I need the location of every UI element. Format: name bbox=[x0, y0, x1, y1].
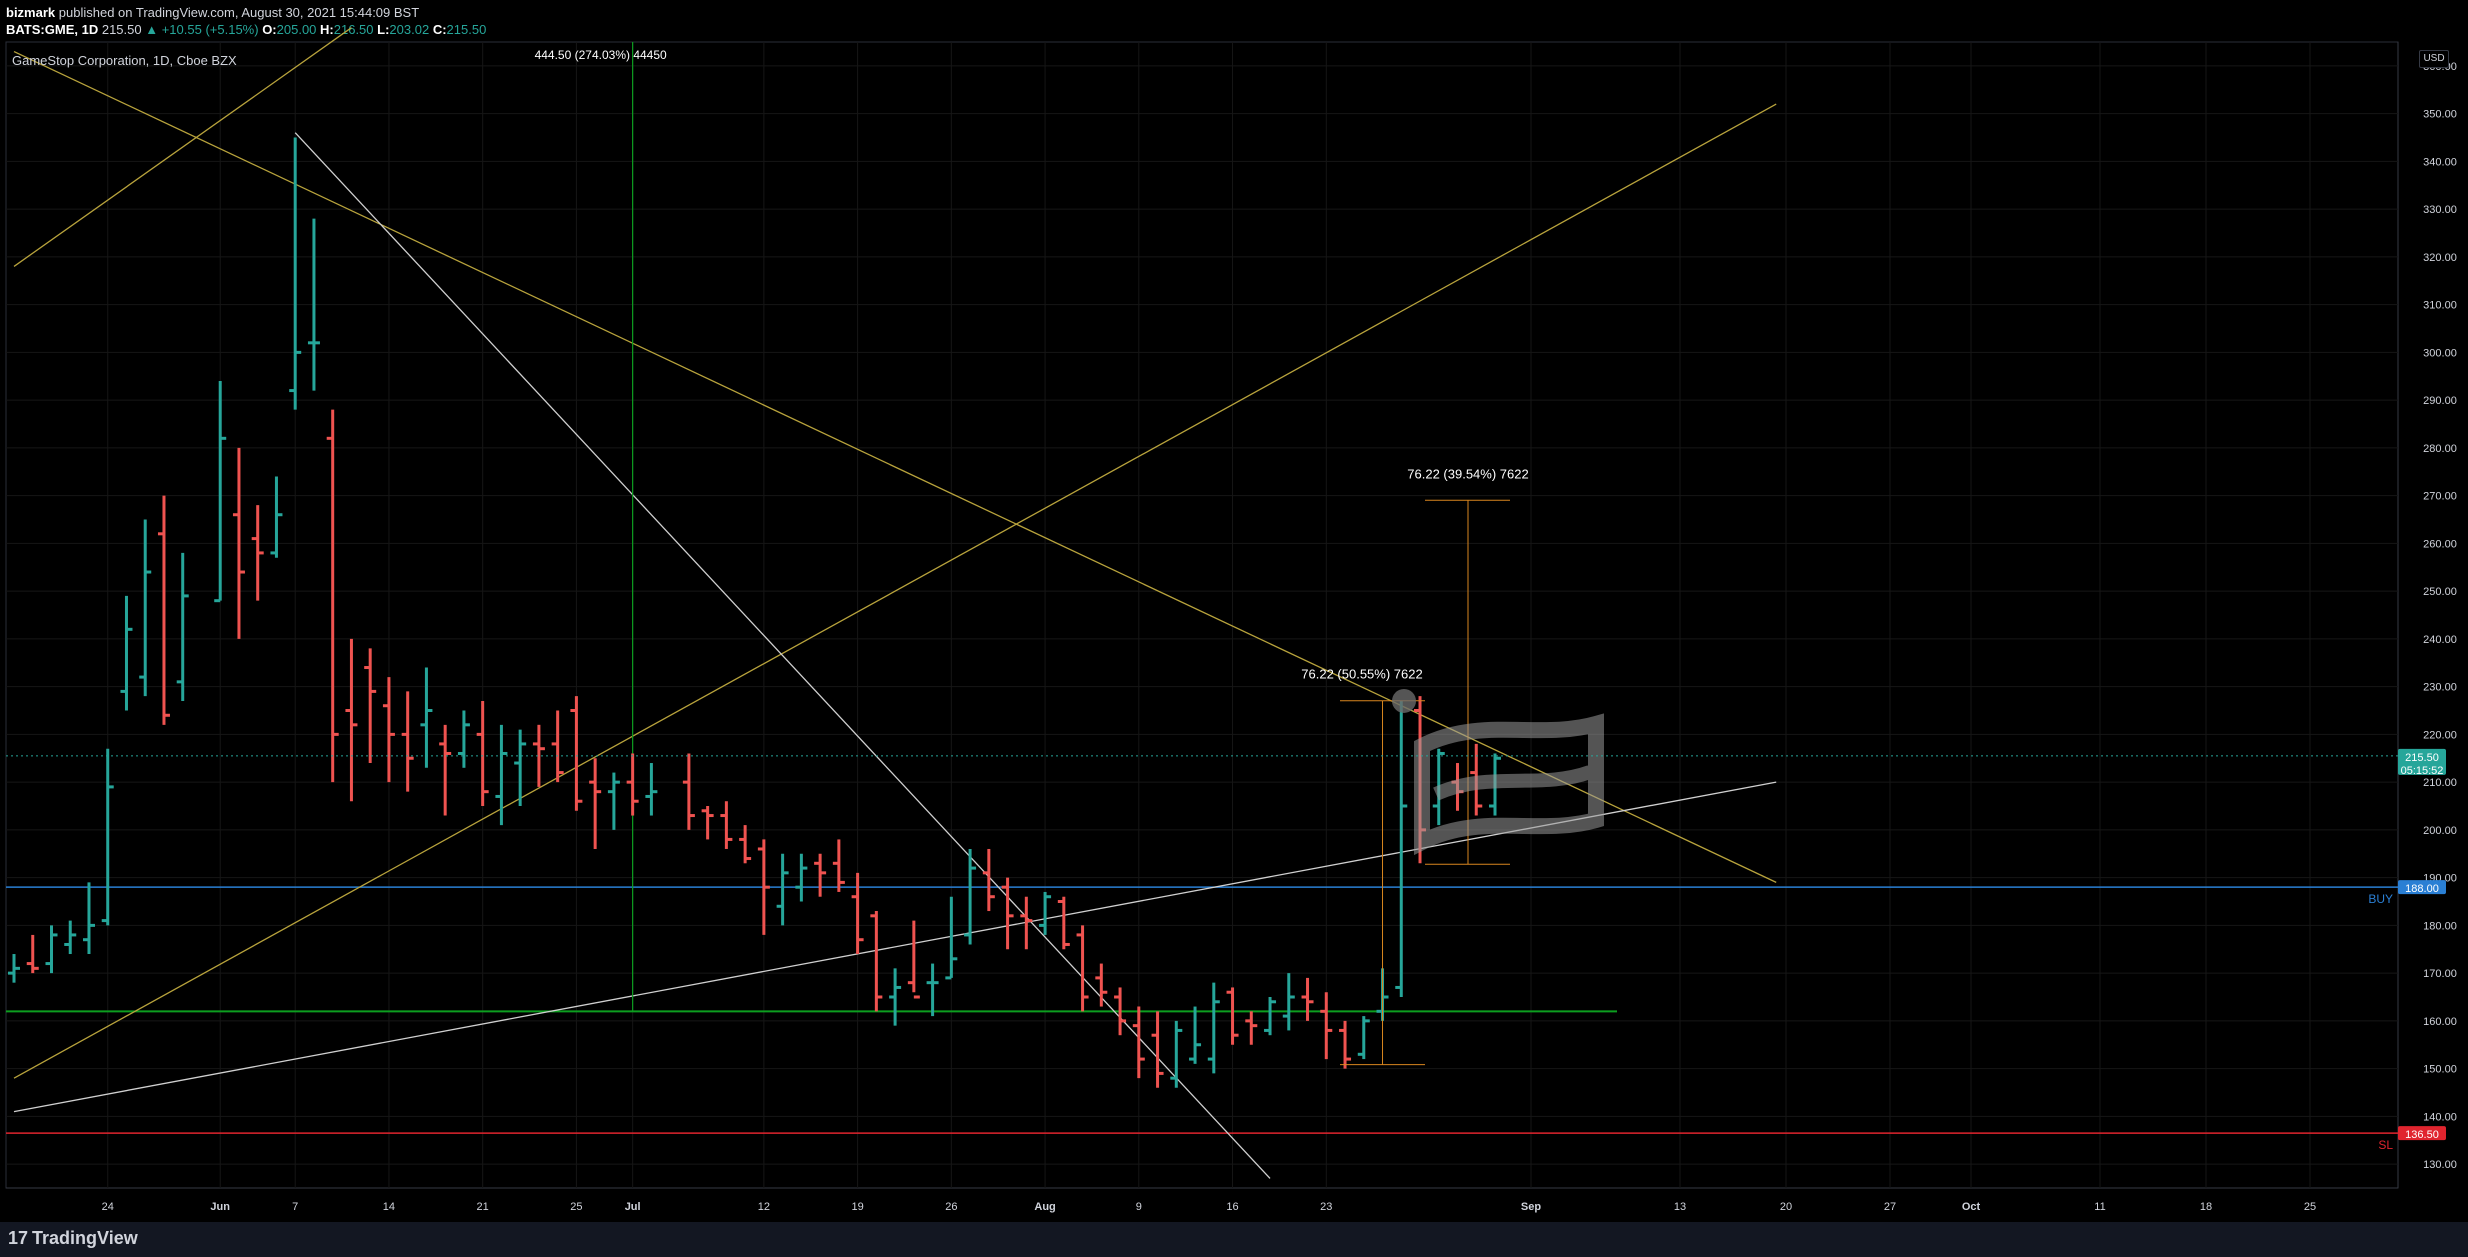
last-price: 215.50 bbox=[101, 22, 142, 37]
price-tick: 170.00 bbox=[2423, 968, 2457, 980]
change: ▲ +10.55 (+5.15%) bbox=[145, 22, 259, 37]
price-tick: 210.00 bbox=[2423, 777, 2457, 789]
time-tick: 12 bbox=[758, 1201, 770, 1213]
time-tick: 11 bbox=[2094, 1201, 2105, 1213]
trend-line[interactable] bbox=[13, 781, 1777, 1113]
measure1-label: 76.22 (50.55%) 7622 bbox=[1301, 667, 1422, 682]
sl-price-tag-bg[interactable] bbox=[2398, 1126, 2446, 1141]
vertical-measure-label: 444.50 (274.03%) 44450 bbox=[535, 48, 667, 62]
trend-line[interactable] bbox=[13, 50, 1777, 883]
high-label: H: bbox=[320, 22, 334, 37]
price-tick: 270.00 bbox=[2423, 491, 2457, 503]
time-tick: 16 bbox=[1226, 1201, 1238, 1213]
price-tick: 200.00 bbox=[2423, 825, 2457, 837]
author[interactable]: bizmark bbox=[6, 5, 56, 20]
time-tick: 14 bbox=[383, 1201, 395, 1213]
time-tick: Sep bbox=[1521, 1201, 1541, 1213]
trend-line[interactable] bbox=[13, 103, 1777, 1079]
low-label: L: bbox=[377, 22, 390, 37]
time-tick: 20 bbox=[1780, 1201, 1792, 1213]
chart-header: bizmark published on TradingView.com, Au… bbox=[0, 0, 2468, 42]
price-tick: 310.00 bbox=[2423, 300, 2457, 312]
time-tick: 7 bbox=[292, 1201, 298, 1213]
price-tick: 330.00 bbox=[2423, 204, 2457, 216]
time-tick: 27 bbox=[1884, 1201, 1896, 1213]
currency-badge[interactable]: USD bbox=[2419, 50, 2449, 68]
chart-legend-title: GameStop Corporation, 1D, Cboe BZX bbox=[12, 53, 237, 68]
time-tick: Jun bbox=[210, 1201, 230, 1213]
flag-stripe bbox=[1433, 765, 1593, 801]
footer: 17 TradingView bbox=[0, 1222, 2468, 1257]
marker-circle[interactable] bbox=[1392, 688, 1416, 713]
time-tick: Oct bbox=[1962, 1201, 1981, 1213]
trend-line[interactable] bbox=[13, 27, 352, 267]
time-tick: 25 bbox=[2304, 1201, 2316, 1213]
last-price-tag-bg[interactable] bbox=[2398, 748, 2446, 775]
time-tick: 25 bbox=[570, 1201, 582, 1213]
buy-price-tag-text: 188.00 bbox=[2405, 883, 2439, 895]
time-tick: 18 bbox=[2200, 1201, 2212, 1213]
price-tick: 220.00 bbox=[2423, 729, 2457, 741]
time-tick: Aug bbox=[1034, 1201, 1055, 1213]
flag-shape bbox=[1414, 713, 1604, 856]
time-tick: 21 bbox=[477, 1201, 489, 1213]
time-tick: 23 bbox=[1320, 1201, 1332, 1213]
last-price-tag-text: 05:15:52 bbox=[2401, 765, 2444, 777]
tradingview-logo[interactable]: 17 TradingView bbox=[8, 1228, 138, 1249]
sl-label: SL bbox=[2378, 1138, 2393, 1152]
open-label: O: bbox=[262, 22, 277, 37]
flag-pattern-icon bbox=[1414, 713, 1604, 856]
brand-name: TradingView bbox=[32, 1228, 138, 1248]
price-tick: 260.00 bbox=[2423, 538, 2457, 550]
time-tick: 9 bbox=[1136, 1201, 1142, 1213]
tradingview-mark-icon: 17 bbox=[8, 1228, 29, 1248]
last-price-tag-text: 215.50 bbox=[2405, 752, 2439, 764]
price-tick: 250.00 bbox=[2423, 586, 2457, 598]
time-tick: Jul bbox=[625, 1201, 641, 1213]
close-label: C: bbox=[432, 22, 447, 37]
low-value: 203.02 bbox=[389, 22, 430, 37]
time-tick: 26 bbox=[945, 1201, 957, 1213]
price-tick: 230.00 bbox=[2423, 682, 2457, 694]
price-chart[interactable]: 130.00140.00150.00160.00170.00180.00190.… bbox=[0, 0, 2468, 1222]
buy-label: BUY bbox=[2368, 892, 2393, 906]
price-tick: 350.00 bbox=[2423, 109, 2457, 121]
time-tick: 13 bbox=[1674, 1201, 1686, 1213]
open-value: 205.00 bbox=[276, 22, 317, 37]
time-tick: 19 bbox=[851, 1201, 863, 1213]
price-tick: 240.00 bbox=[2423, 634, 2457, 646]
time-tick: 24 bbox=[102, 1201, 114, 1213]
close-value: 215.50 bbox=[446, 22, 487, 37]
sl-price-tag-text: 136.50 bbox=[2405, 1129, 2439, 1141]
price-tick: 180.00 bbox=[2423, 920, 2457, 932]
price-tick: 320.00 bbox=[2423, 252, 2457, 264]
price-tick: 160.00 bbox=[2423, 1016, 2457, 1028]
buy-price-tag-bg[interactable] bbox=[2398, 880, 2446, 895]
trend-line[interactable] bbox=[294, 132, 1271, 1179]
price-tick: 130.00 bbox=[2423, 1159, 2457, 1171]
publish-line: bizmark published on TradingView.com, Au… bbox=[6, 5, 419, 20]
publish-info: published on TradingView.com, August 30,… bbox=[58, 5, 420, 20]
measure2-label: 76.22 (39.54%) 7622 bbox=[1407, 466, 1528, 481]
price-tick: 140.00 bbox=[2423, 1111, 2457, 1123]
price-tick: 280.00 bbox=[2423, 443, 2457, 455]
price-tick: 290.00 bbox=[2423, 395, 2457, 407]
plot-area[interactable] bbox=[5, 41, 2399, 1189]
price-tick: 300.00 bbox=[2423, 347, 2457, 359]
symbol[interactable]: BATS:GME, 1D bbox=[6, 22, 99, 37]
price-tick: 340.00 bbox=[2423, 156, 2457, 168]
price-tick: 150.00 bbox=[2423, 1064, 2457, 1076]
